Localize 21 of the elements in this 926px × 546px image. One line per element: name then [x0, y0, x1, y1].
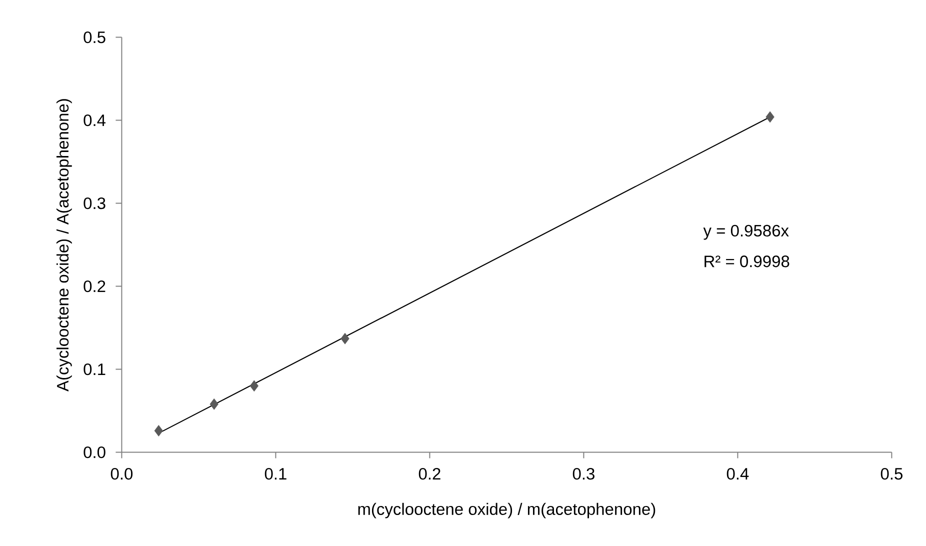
x-tick-label: 0.5 [880, 468, 902, 480]
x-tick-label: 0.4 [726, 468, 749, 480]
annotation: y = 0.9586x [703, 224, 789, 240]
point [154, 425, 163, 436]
point [340, 332, 350, 344]
y-tick-label: 0.4 [84, 114, 106, 126]
annotation: R² = 0.9998 [704, 256, 790, 268]
y-tick-label: 0.2 [84, 280, 106, 292]
y-axis-title: A(cyclooctene oxide) / A(acetophenone) [56, 99, 72, 392]
point [766, 111, 774, 123]
y-tick-label: 0.5 [84, 31, 106, 44]
y-tick-label: 0.0 [84, 446, 106, 458]
point [250, 380, 258, 392]
x-tick-label: 0.0 [110, 468, 133, 480]
x-tick-label: 0.2 [418, 468, 440, 480]
x-tick-label: 0.3 [572, 468, 594, 480]
x-tick-label: 0.1 [264, 468, 286, 480]
x-axis-title: m(cyclooctene oxide) / m(acetophenone) [358, 502, 656, 518]
y-tick-label: 0.3 [84, 197, 106, 210]
y-tick-label: 0.1 [84, 363, 106, 376]
point [210, 398, 218, 410]
